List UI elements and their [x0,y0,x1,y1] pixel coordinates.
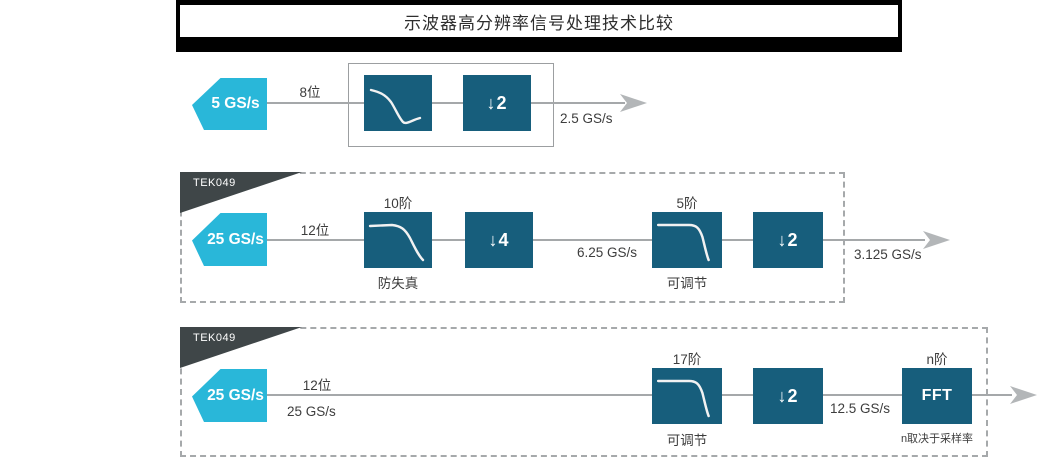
row2-badge-label: TEK049 [193,177,236,189]
row2-decimator1-label: ↓4 [488,229,510,250]
row3-rate-label: 25 GS/s [287,404,336,419]
row2-mid-rate: 6.25 GS/s [577,245,638,260]
row2-filter2-order: 5阶 [676,196,698,211]
row2-output-rate: 3.125 GS/s [854,247,922,262]
row3-fft-label: FFT [921,387,953,404]
row1-signal-line [267,102,625,104]
row2-filter1-order: 10阶 [383,196,413,211]
row3-decimator-label: ↓2 [777,385,799,406]
arrowhead-icon [923,231,950,249]
row1-source-label: 5 GS/s [211,95,260,112]
row3-filter-caption: 可调节 [666,433,708,448]
row3-filter-order: 17阶 [672,352,702,367]
row3-source-label: 25 GS/s [207,386,264,404]
row1-source-tag: 5 GS/s [192,78,267,130]
row3-decimator-block: ↓2 [753,368,823,424]
row3-filter-block [652,368,722,424]
title-bar: 示波器高分辨率信号处理技术比较 [176,0,902,52]
row2-filter2-block [652,212,722,268]
row2-decimator1-block: ↓4 [465,212,533,268]
row2-decimator2-block: ↓2 [753,212,823,268]
row1-output-rate: 2.5 GS/s [560,111,613,126]
row2-filter2-caption: 可调节 [666,276,708,291]
row2-filter1-block [364,212,432,268]
page-title: 示波器高分辨率信号处理技术比较 [404,13,674,33]
row3-mid-rate: 12.5 GS/s [830,401,891,416]
row3-fft-order: n阶 [926,352,948,367]
row1-decimator-block: ↓2 [463,75,531,131]
row2-signal-line [267,239,925,241]
row3-signal-line [267,394,1012,396]
row2-dashed-box [180,172,845,303]
row3-source-tag: 25 GS/s [192,369,267,422]
filter-curve-icon [656,379,710,418]
row2-filter1-caption: 防失真 [377,276,419,291]
row1-filter-block [364,75,432,131]
row1-bits-label: 8位 [299,85,321,100]
row1-group-box [348,63,554,147]
row1-decimator-label: ↓2 [486,92,508,113]
filter-curve-icon [656,223,710,262]
row3-fft-caption: n取决于采样率 [900,433,974,445]
row3-fft-block: FFT [902,368,972,424]
filter-curve-icon [369,88,422,125]
row2-bits-label: 12位 [300,223,330,238]
title-inner: 示波器高分辨率信号处理技术比较 [180,5,898,37]
filter-curve-icon [368,223,425,262]
row3-badge-label: TEK049 [193,332,236,344]
row2-decimator2-label: ↓2 [777,229,799,250]
row3-dashed-box [180,327,988,457]
row3-bits-label: 12位 [302,378,332,393]
arrowhead-icon [1010,386,1037,404]
row2-source-label: 25 GS/s [207,230,264,248]
arrowhead-icon [620,94,647,112]
